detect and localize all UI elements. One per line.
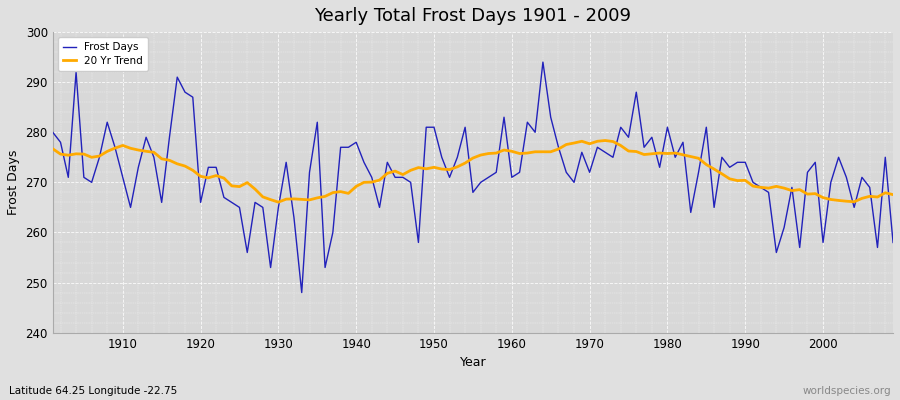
20 Yr Trend [48, 146, 58, 151]
Frost Days [296, 290, 307, 295]
Text: worldspecies.org: worldspecies.org [803, 386, 891, 396]
Frost Days [514, 170, 525, 175]
20 Yr Trend [616, 143, 626, 148]
Frost Days [335, 145, 346, 150]
20 Yr Trend [507, 149, 517, 154]
Legend: Frost Days, 20 Yr Trend: Frost Days, 20 Yr Trend [58, 37, 148, 71]
Y-axis label: Frost Days: Frost Days [7, 150, 20, 215]
Title: Yearly Total Frost Days 1901 - 2009: Yearly Total Frost Days 1901 - 2009 [314, 7, 632, 25]
Frost Days [110, 145, 121, 150]
Line: 20 Yr Trend: 20 Yr Trend [53, 140, 893, 202]
20 Yr Trend [273, 200, 284, 204]
20 Yr Trend [335, 189, 346, 194]
20 Yr Trend [110, 146, 121, 150]
Frost Days [48, 130, 58, 135]
20 Yr Trend [289, 196, 300, 201]
20 Yr Trend [887, 192, 898, 197]
Frost Days [537, 60, 548, 64]
Frost Days [616, 125, 626, 130]
Frost Days [507, 175, 517, 180]
X-axis label: Year: Year [460, 356, 486, 369]
Line: Frost Days: Frost Days [53, 62, 893, 292]
Frost Days [887, 240, 898, 245]
Text: Latitude 64.25 Longitude -22.75: Latitude 64.25 Longitude -22.75 [9, 386, 177, 396]
20 Yr Trend [514, 151, 525, 156]
Frost Days [281, 160, 292, 165]
20 Yr Trend [599, 138, 610, 143]
